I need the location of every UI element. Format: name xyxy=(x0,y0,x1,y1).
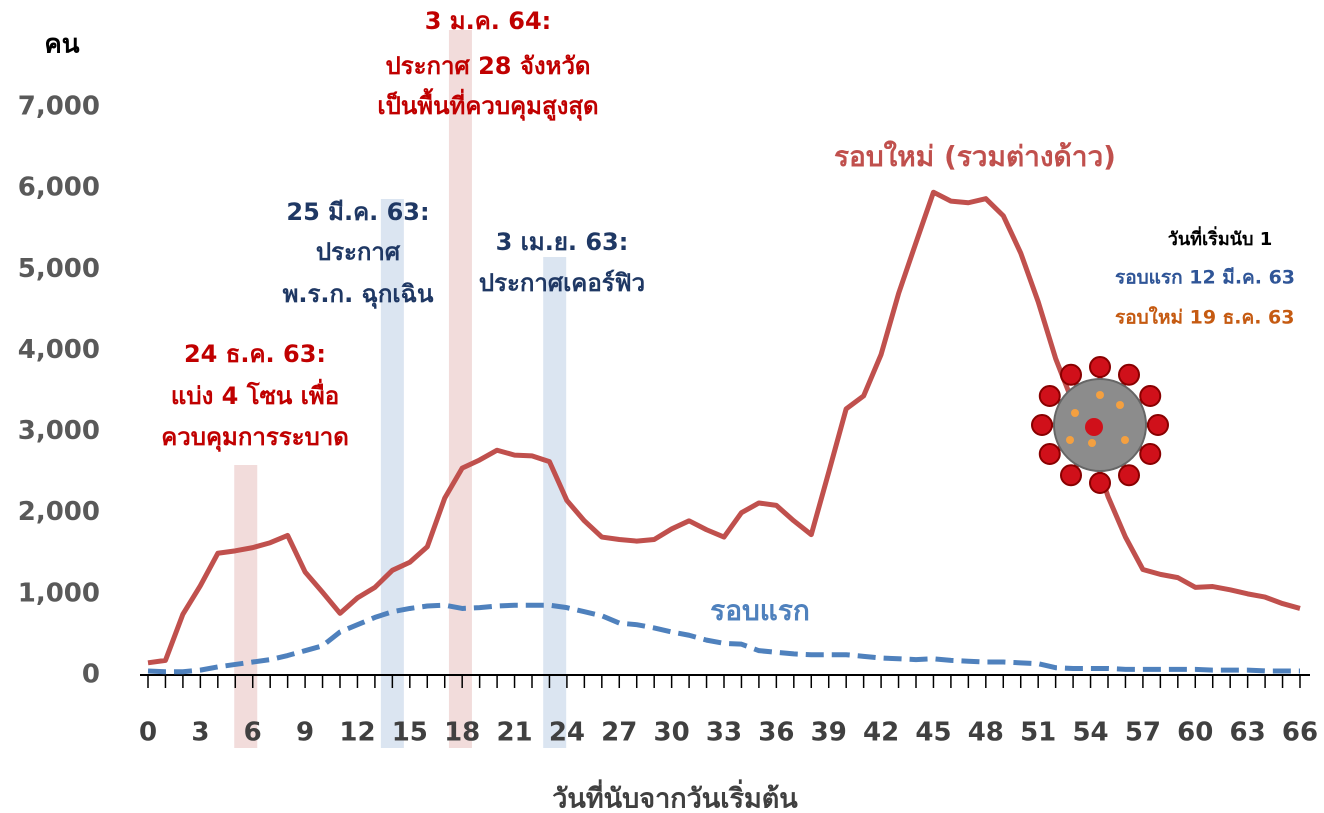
x-tick-label: 33 xyxy=(706,718,742,748)
event-label: เป็นพื้นที่ควบคุมสูงสุด xyxy=(377,87,598,122)
x-tick-label: 6 xyxy=(244,718,262,748)
y-axis-label: คน xyxy=(44,30,79,60)
virus-dot xyxy=(1096,391,1104,399)
x-tick-label: 57 xyxy=(1125,718,1161,748)
x-tick-label: 12 xyxy=(339,718,375,748)
event-label: 24 ธ.ค. 63: xyxy=(184,340,326,368)
virus-knob xyxy=(1038,443,1061,465)
virus-knob xyxy=(1060,464,1082,487)
x-axis-label: วันที่นับจากวันเริ่มต้น xyxy=(552,779,798,813)
event-label: 25 มี.ค. 63: xyxy=(286,198,429,226)
event-label: แบ่ง 4 โซน เพื่อ xyxy=(171,378,339,410)
event-label: พ.ร.ก. ฉุกเฉิน xyxy=(283,280,434,310)
y-tick-label: 1,000 xyxy=(18,578,100,608)
y-tick-label: 4,000 xyxy=(18,335,100,365)
virus-knob xyxy=(1139,443,1162,465)
event-band xyxy=(234,465,258,748)
virus-knob xyxy=(1089,356,1111,378)
series-line xyxy=(147,602,1300,675)
virus-dot xyxy=(1066,436,1074,444)
x-tick-label: 36 xyxy=(758,718,794,748)
event-label: 3 เม.ย. 63: xyxy=(496,228,629,256)
x-tick-label: 21 xyxy=(496,718,532,748)
note-first: รอบแรก 12 มี.ค. 63 xyxy=(1115,267,1295,289)
virus-dot xyxy=(1071,409,1079,417)
event-label: ควบคุมการระบาด xyxy=(161,423,349,453)
x-tick-label: 30 xyxy=(654,718,690,748)
event-band xyxy=(543,257,567,748)
x-tick-label: 51 xyxy=(1020,718,1056,748)
event-label: 3 ม.ค. 64: xyxy=(425,7,552,35)
series-label: รอบแรก xyxy=(710,594,810,627)
y-tick-label: 5,000 xyxy=(18,254,100,284)
x-tick-label: 18 xyxy=(444,718,480,748)
x-tick-label: 9 xyxy=(296,718,314,748)
x-tick-label: 63 xyxy=(1230,718,1266,748)
event-band xyxy=(448,30,472,748)
virus-knob xyxy=(1031,414,1053,436)
virus-knob xyxy=(1089,472,1111,494)
y-tick-label: 3,000 xyxy=(18,416,100,446)
x-tick-label: 0 xyxy=(139,718,157,748)
x-tick-label: 66 xyxy=(1282,718,1318,748)
series-label: รอบใหม่ (รวมต่างด้าว) xyxy=(834,140,1116,173)
x-tick-label: 15 xyxy=(392,718,428,748)
note-title: วันที่เริ่มนับ 1 xyxy=(1168,226,1272,250)
note-second: รอบใหม่ 19 ธ.ค. 63 xyxy=(1115,306,1294,329)
x-tick-label: 54 xyxy=(1072,718,1108,748)
virus-core xyxy=(1085,418,1103,436)
event-label: ประกาศ 28 จังหวัด xyxy=(385,52,590,80)
virus-knob xyxy=(1118,464,1140,487)
virus-knob xyxy=(1139,385,1162,407)
virus-icon xyxy=(1031,356,1169,494)
x-tick-label: 24 xyxy=(549,718,585,748)
virus-dot xyxy=(1116,401,1124,409)
x-tick-label: 39 xyxy=(811,718,847,748)
x-tick-label: 60 xyxy=(1177,718,1213,748)
y-tick-label: 6,000 xyxy=(18,173,100,203)
virus-knob xyxy=(1060,363,1082,386)
virus-dot xyxy=(1088,439,1096,447)
series-line xyxy=(147,189,1301,666)
virus-dot xyxy=(1121,436,1129,444)
x-tick-label: 27 xyxy=(601,718,637,748)
x-tick-label: 48 xyxy=(968,718,1004,748)
virus-knob xyxy=(1118,363,1140,386)
x-tick-label: 3 xyxy=(191,718,209,748)
y-tick-label: 7,000 xyxy=(18,92,100,122)
virus-knob xyxy=(1147,414,1169,436)
x-tick-label: 45 xyxy=(915,718,951,748)
event-label: ประกาศ xyxy=(316,238,401,266)
y-tick-label: 2,000 xyxy=(18,497,100,527)
virus-knob xyxy=(1038,385,1061,407)
y-tick-label: 0 xyxy=(82,660,100,690)
x-tick-label: 42 xyxy=(863,718,899,748)
event-label: ประกาศเคอร์ฟิว xyxy=(479,269,645,297)
